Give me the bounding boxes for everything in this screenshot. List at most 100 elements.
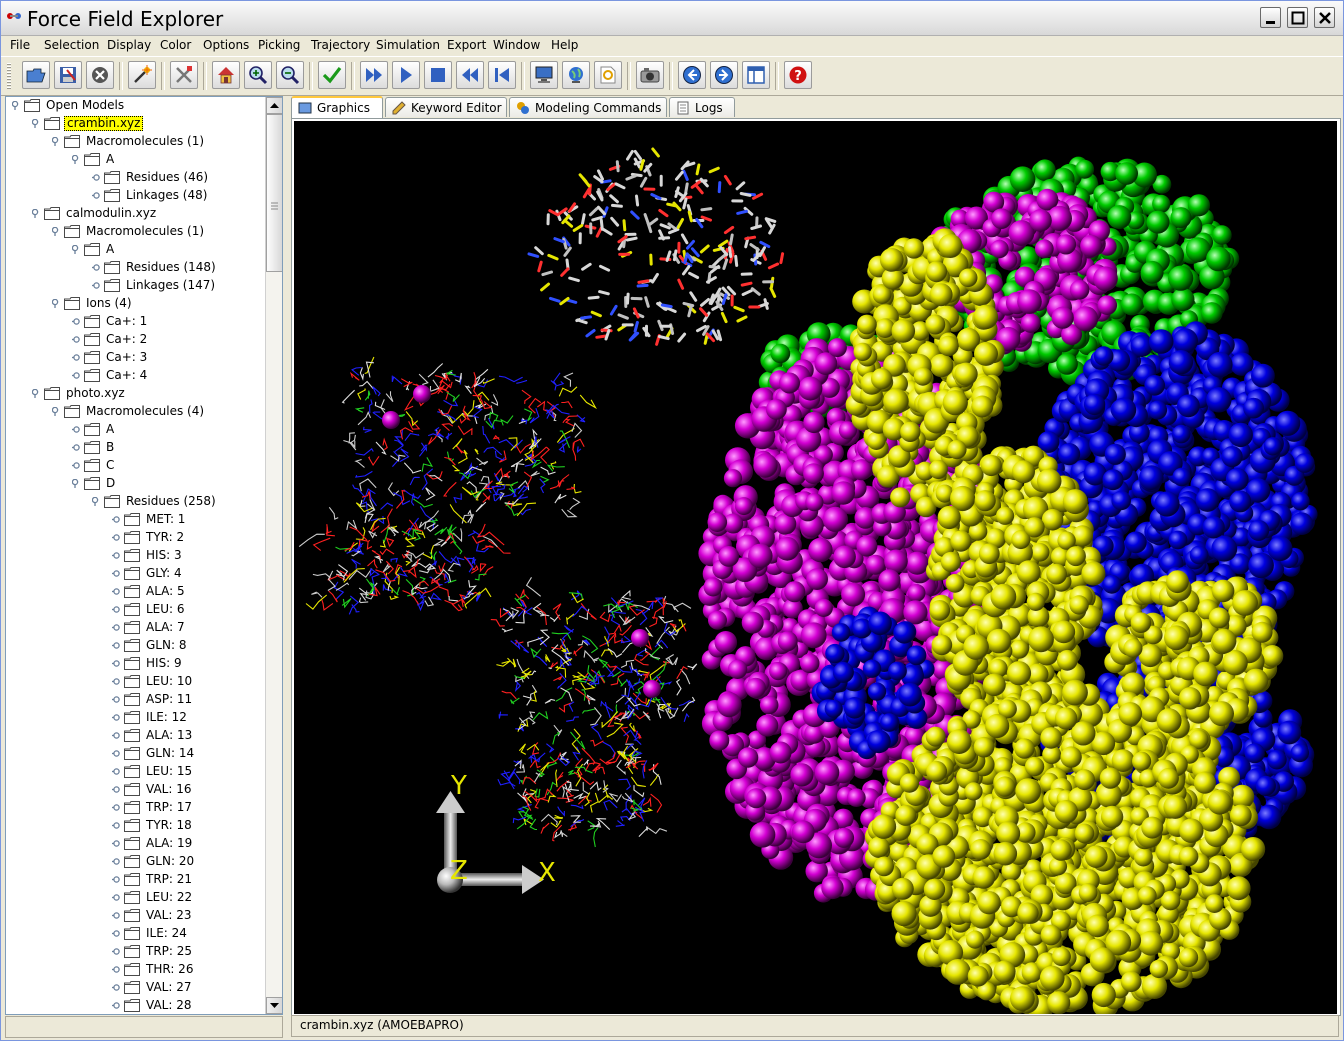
expand-toggle-icon[interactable]: [112, 695, 121, 704]
skip-back-button[interactable]: [488, 61, 516, 89]
expand-toggle-icon[interactable]: [112, 911, 121, 920]
tab-keyword-editor[interactable]: Keyword Editor: [385, 97, 507, 117]
collapse-toggle-icon[interactable]: [72, 479, 81, 488]
check-button[interactable]: [318, 61, 346, 89]
forward-button[interactable]: [710, 61, 738, 89]
expand-toggle-icon[interactable]: [112, 785, 121, 794]
home-button[interactable]: [212, 61, 240, 89]
modeling-icon: [517, 102, 529, 114]
expand-toggle-icon[interactable]: [92, 173, 101, 182]
expand-toggle-icon[interactable]: [112, 677, 121, 686]
expand-toggle-icon[interactable]: [72, 317, 81, 326]
menu-export[interactable]: Export: [447, 38, 487, 52]
back-button[interactable]: [678, 61, 706, 89]
collapse-toggle-icon[interactable]: [52, 299, 61, 308]
expand-toggle-icon[interactable]: [92, 263, 101, 272]
help-button[interactable]: ?: [784, 61, 812, 89]
collapse-toggle-icon[interactable]: [12, 101, 21, 110]
expand-toggle-icon[interactable]: [112, 875, 121, 884]
expand-toggle-icon[interactable]: [112, 965, 121, 974]
expand-toggle-icon[interactable]: [72, 425, 81, 434]
expand-toggle-icon[interactable]: [112, 623, 121, 632]
play-button[interactable]: [392, 61, 420, 89]
expand-toggle-icon[interactable]: [72, 371, 81, 380]
expand-toggle-icon[interactable]: [112, 659, 121, 668]
save-button[interactable]: [54, 61, 82, 89]
collapse-toggle-icon[interactable]: [92, 497, 101, 506]
collapse-toggle-icon[interactable]: [32, 119, 41, 128]
scroll-up-button[interactable]: [266, 97, 282, 114]
expand-toggle-icon[interactable]: [112, 731, 121, 740]
expand-toggle-icon[interactable]: [112, 641, 121, 650]
window-button[interactable]: [742, 61, 770, 89]
expand-toggle-icon[interactable]: [112, 893, 121, 902]
tab-logs[interactable]: Logs: [669, 97, 735, 117]
collapse-toggle-icon[interactable]: [32, 389, 41, 398]
expand-toggle-icon[interactable]: [72, 461, 81, 470]
model-tree[interactable]: Open Models crambin.xyz Macromolecules (1)…: [6, 97, 264, 1014]
tab-graphics[interactable]: Graphics: [291, 96, 383, 118]
find-button[interactable]: [594, 61, 622, 89]
scroll-thumb[interactable]: [266, 114, 282, 272]
expand-toggle-icon[interactable]: [112, 533, 121, 542]
menu-picking[interactable]: Picking: [258, 38, 301, 52]
fast-forward-button[interactable]: [360, 61, 388, 89]
collapse-toggle-icon[interactable]: [52, 137, 61, 146]
menu-file[interactable]: File: [10, 38, 31, 52]
collapse-toggle-icon[interactable]: [52, 407, 61, 416]
collapse-toggle-icon[interactable]: [72, 245, 81, 254]
menu-display[interactable]: Display: [107, 38, 152, 52]
menu-simulation[interactable]: Simulation: [376, 38, 440, 52]
expand-toggle-icon[interactable]: [112, 767, 121, 776]
expand-toggle-icon[interactable]: [72, 353, 81, 362]
collapse-toggle-icon[interactable]: [72, 155, 81, 164]
expand-toggle-icon[interactable]: [92, 281, 101, 290]
expand-toggle-icon[interactable]: [112, 983, 121, 992]
camera-button[interactable]: [636, 61, 664, 89]
menu-help[interactable]: Help: [551, 38, 579, 52]
expand-toggle-icon[interactable]: [72, 335, 81, 344]
tree-scrollbar[interactable]: [265, 97, 282, 1014]
expand-toggle-icon[interactable]: [112, 713, 121, 722]
monitor-button[interactable]: [530, 61, 558, 89]
expand-toggle-icon[interactable]: [72, 443, 81, 452]
expand-toggle-icon[interactable]: [112, 839, 121, 848]
folder-icon: [84, 243, 100, 256]
tools-button[interactable]: [170, 61, 198, 89]
expand-toggle-icon[interactable]: [112, 1001, 121, 1010]
expand-toggle-icon[interactable]: [112, 551, 121, 560]
maximize-button[interactable]: [1287, 7, 1308, 28]
expand-toggle-icon[interactable]: [112, 929, 121, 938]
stop-button[interactable]: [424, 61, 452, 89]
expand-toggle-icon[interactable]: [92, 191, 101, 200]
minimize-button[interactable]: [1260, 7, 1281, 28]
zoom-in-button[interactable]: [244, 61, 272, 89]
rewind-button[interactable]: [456, 61, 484, 89]
expand-toggle-icon[interactable]: [112, 605, 121, 614]
collapse-toggle-icon[interactable]: [52, 227, 61, 236]
expand-toggle-icon[interactable]: [112, 587, 121, 596]
menu-color[interactable]: Color: [160, 38, 192, 52]
menu-selection[interactable]: Selection: [44, 38, 100, 52]
expand-toggle-icon[interactable]: [112, 857, 121, 866]
expand-toggle-icon[interactable]: [112, 515, 121, 524]
close-model-button[interactable]: [86, 61, 114, 89]
tab-modeling-commands[interactable]: Modeling Commands: [509, 97, 667, 117]
expand-toggle-icon[interactable]: [112, 803, 121, 812]
toolbar-grip[interactable]: [7, 63, 11, 89]
collapse-toggle-icon[interactable]: [32, 209, 41, 218]
expand-toggle-icon[interactable]: [112, 821, 121, 830]
open-button[interactable]: [22, 61, 50, 89]
expand-toggle-icon[interactable]: [112, 569, 121, 578]
3d-canvas[interactable]: Y X Z: [294, 121, 1337, 1021]
globe-button[interactable]: [562, 61, 590, 89]
close-window-button[interactable]: [1314, 7, 1335, 28]
expand-toggle-icon[interactable]: [112, 947, 121, 956]
menu-trajectory[interactable]: Trajectory: [311, 38, 371, 52]
menu-window[interactable]: Window: [493, 38, 541, 52]
scroll-down-button[interactable]: [266, 997, 282, 1014]
wand-button[interactable]: [128, 61, 156, 89]
zoom-out-button[interactable]: [276, 61, 304, 89]
expand-toggle-icon[interactable]: [112, 749, 121, 758]
menu-options[interactable]: Options: [203, 38, 250, 52]
